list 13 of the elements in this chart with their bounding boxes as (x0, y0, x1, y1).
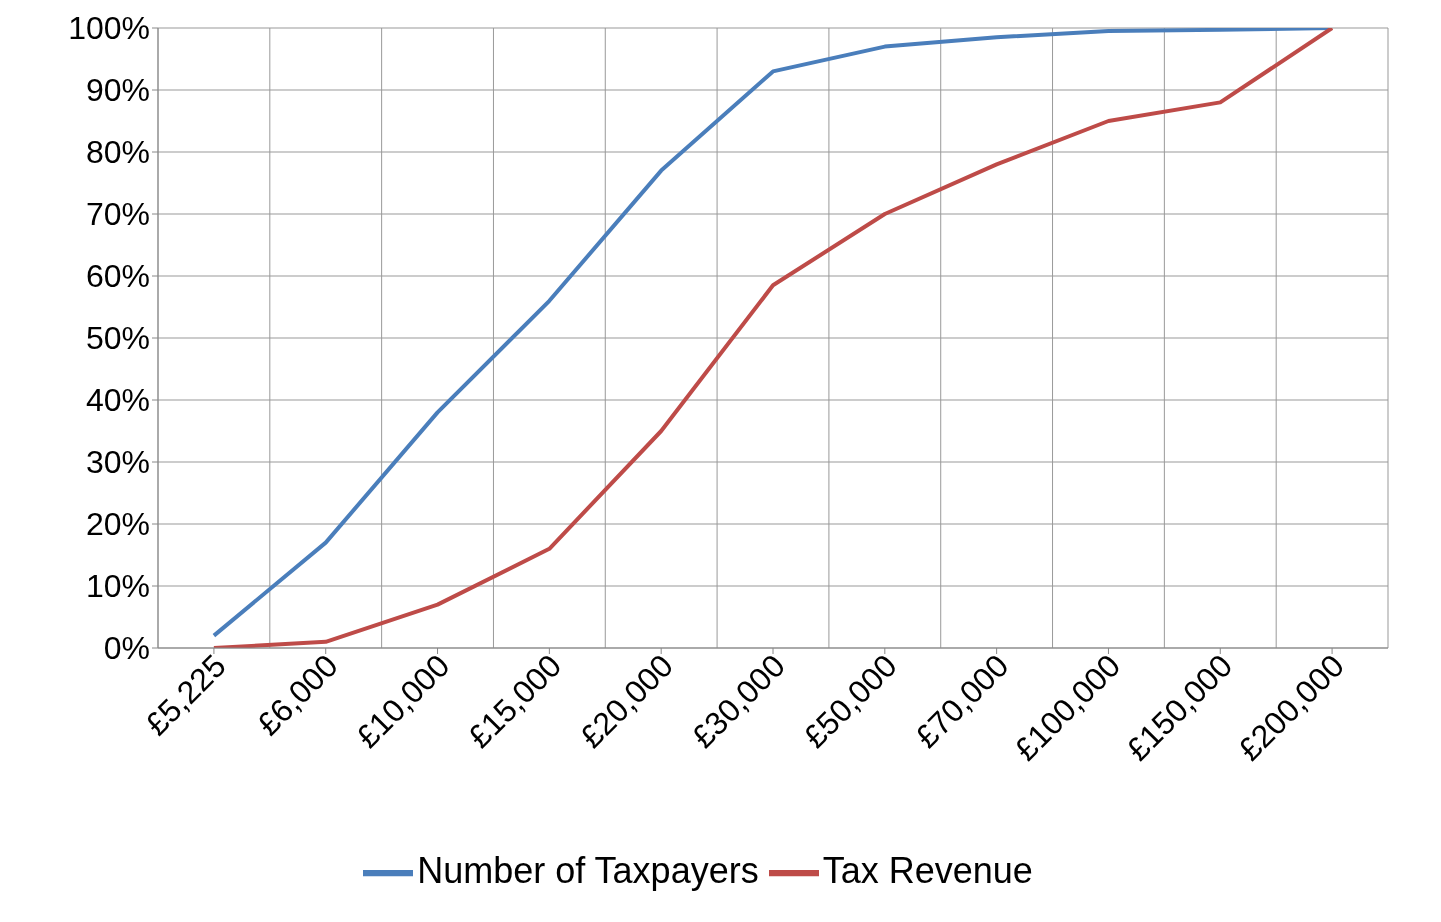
y-tick-label: 30% (85, 444, 150, 481)
legend-label: Number of Taxpayers (417, 849, 759, 891)
y-tick-label: 100% (68, 10, 150, 47)
y-tick-label: 10% (85, 568, 150, 605)
y-tick-label: 50% (85, 320, 150, 357)
y-tick-label: 0% (103, 630, 150, 667)
y-tick-label: 40% (85, 382, 150, 419)
y-tick-label: 60% (85, 258, 150, 295)
y-tick-label: 80% (85, 134, 150, 171)
y-tick-label: 70% (85, 196, 150, 233)
legend-label: Tax Revenue (822, 849, 1033, 891)
y-tick-label: 90% (85, 72, 150, 109)
y-tick-label: 20% (85, 506, 150, 543)
